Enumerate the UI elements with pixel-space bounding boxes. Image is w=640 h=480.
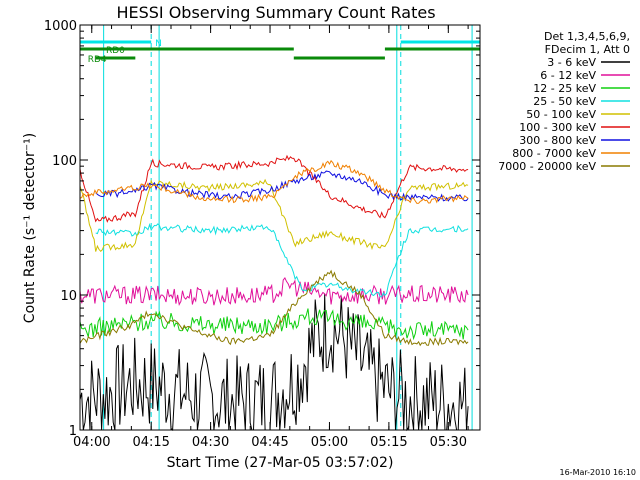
series-line [79,269,469,347]
series-line [79,308,469,341]
legend-label: 6 - 12 keV [540,69,596,82]
y-axis: 1 10 100 1000 [44,19,480,439]
x-tick-label: 04:15 [132,435,169,450]
x-tick-label: 04:45 [251,435,288,450]
legend-label: 300 - 800 keV [519,134,596,147]
legend-label: 25 - 50 keV [533,95,596,108]
legend-header: FDecim 1, Att 0 [545,43,630,56]
series-line [79,154,469,223]
series-line [79,178,469,253]
flag-label: RD4 [88,55,107,65]
night-saa-boundaries [103,25,473,430]
y-axis-label: Count Rate (s⁻¹ detector⁻¹) [22,133,38,323]
x-tick-label: 05:00 [311,435,348,450]
chart-title: HESSI Observing Summary Count Rates [116,3,435,22]
footer-timestamp: 16-Mar-2010 16:10 [560,468,637,477]
legend-label: 7000 - 20000 keV [498,160,596,173]
series-line [79,293,469,432]
x-axis: 04:00 04:15 04:30 04:45 05:00 05:15 05:30 [73,25,469,450]
legend-label: 3 - 6 keV [547,56,596,69]
x-tick-label: 05:30 [430,435,467,450]
x-tick-label: 05:15 [370,435,407,450]
flag-label: N [155,39,162,49]
legend-header: Det 1,3,4,5,6,9, [544,30,630,43]
legend-label: 12 - 25 keV [533,82,596,95]
y-tick-label: 100 [52,154,77,169]
y-tick-label: 1 [69,424,77,439]
series-line [95,223,469,298]
plot-frame [79,24,481,431]
legend-label: 50 - 100 keV [526,108,596,121]
y-tick-label: 1000 [44,19,77,34]
flag-label: RD0 [106,46,125,56]
series-line [79,159,469,204]
y-tick-label: 10 [60,289,77,304]
legend-label: 100 - 300 keV [519,121,596,134]
series-line [79,276,469,307]
series-layer [79,154,469,432]
x-tick-label: 04:30 [192,435,229,450]
legend-label: 800 - 7000 keV [512,147,596,160]
x-tick-label: 04:00 [73,435,110,450]
x-axis-label: Start Time (27-Mar-05 03:57:02) [167,455,394,471]
legend: Det 1,3,4,5,6,9,FDecim 1, Att 03 - 6 keV… [498,30,630,173]
